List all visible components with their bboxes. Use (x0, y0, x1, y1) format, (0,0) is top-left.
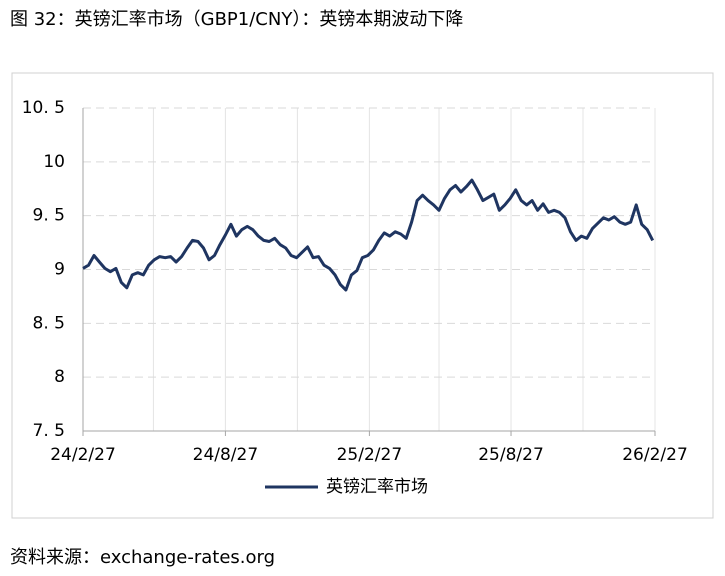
chart-title: 图 32：英镑汇率市场（GBP1/CNY）：英镑本期波动下降 (10, 9, 463, 30)
chart-frame (11, 72, 714, 519)
y-tick-label: 10. 5 (22, 98, 65, 118)
y-tick-label: 10 (43, 152, 65, 172)
y-tick-label: 9. 5 (33, 206, 65, 226)
x-tick-label: 25/8/27 (478, 445, 544, 465)
x-tick-label: 24/8/27 (193, 445, 259, 465)
y-tick-label: 7. 5 (33, 421, 65, 441)
series-line (82, 178, 655, 292)
y-tick-label: 9 (54, 260, 65, 280)
x-tick-label: 25/2/27 (337, 445, 403, 465)
source: 资料来源：exchange-rates.org (10, 547, 275, 568)
x-tick-label: 24/2/27 (50, 445, 116, 465)
legend-label: 英镑汇率市场 (326, 477, 428, 497)
y-tick-label: 8 (54, 367, 65, 387)
x-tick-label: 26/2/27 (622, 445, 688, 465)
y-tick-label: 8. 5 (33, 313, 65, 333)
